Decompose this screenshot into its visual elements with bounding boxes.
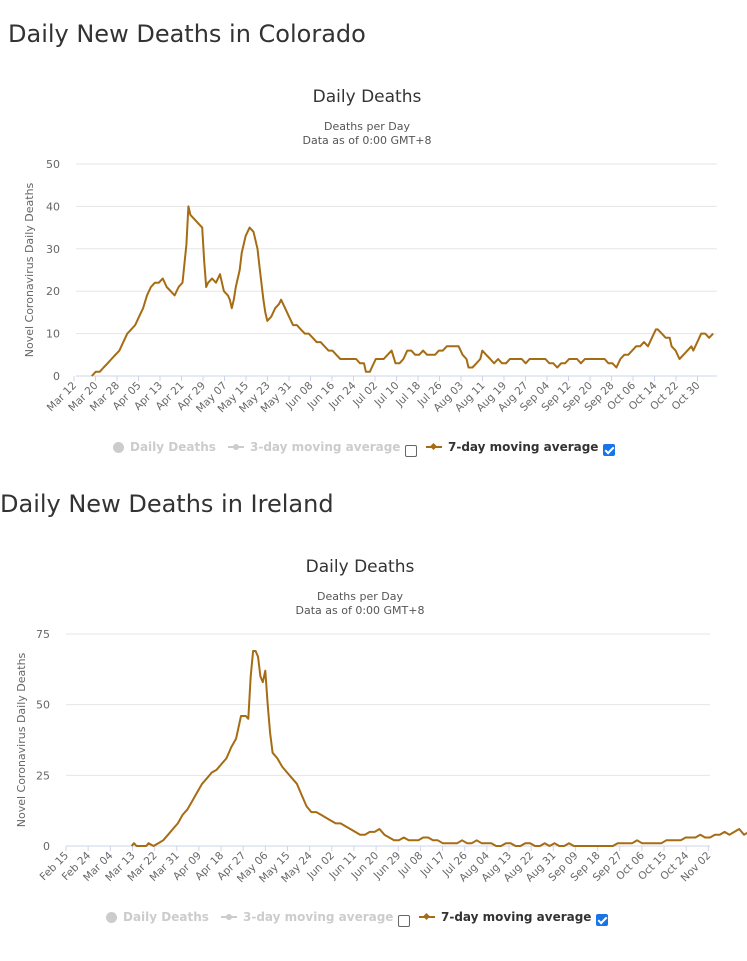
y-tick-label: 30 (46, 243, 60, 256)
y-tick-label: 50 (36, 699, 50, 712)
legend-item-3day-average[interactable]: 3-day moving average (221, 910, 393, 924)
legend-label: 7-day moving average (448, 440, 599, 454)
legend-label: Daily Deaths (123, 910, 209, 924)
legend-item-7day-average[interactable]: 7-day moving average (426, 440, 598, 454)
checkbox-3day-average[interactable] (398, 915, 410, 927)
chart-title: Daily Deaths (313, 87, 422, 107)
legend-label: 7-day moving average (441, 910, 592, 924)
legend-item-7day-average[interactable]: 7-day moving average (419, 910, 591, 924)
checkbox-7day-average[interactable] (596, 914, 608, 926)
chart-subtitle: Deaths per Day (324, 120, 410, 133)
y-tick-label: 0 (53, 370, 60, 383)
y-tick-label: 75 (36, 628, 50, 641)
y-tick-label: 25 (36, 769, 50, 782)
x-tick-label: Jul 17 (418, 850, 448, 880)
y-axis-label: Novel Coronavirus Daily Deaths (15, 652, 28, 827)
legend-item-daily-deaths[interactable]: Daily Deaths (106, 910, 209, 924)
line-marker-icon (426, 442, 442, 452)
chart-title: Daily Deaths (306, 557, 415, 577)
y-tick-label: 50 (46, 158, 60, 171)
x-tick-label: Jul 08 (396, 850, 426, 880)
circle-icon (113, 441, 124, 453)
legend-colorado: Daily Deaths 3-day moving average 7-day … (0, 440, 747, 460)
chart-subtitle: Deaths per Day (317, 590, 403, 603)
line-marker-icon (221, 912, 237, 922)
x-tick-label: Jul 18 (393, 380, 423, 410)
legend-ireland: Daily Deaths 3-day moving average 7-day … (0, 910, 747, 930)
circle-icon (106, 911, 117, 923)
legend-item-3day-average[interactable]: 3-day moving average (228, 440, 400, 454)
y-tick-label: 40 (46, 200, 60, 213)
y-axis-label: Novel Coronavirus Daily Deaths (23, 182, 36, 357)
legend-label: 3-day moving average (243, 910, 394, 924)
series-line-7day-average (130, 650, 747, 847)
checkbox-7day-average[interactable] (603, 444, 615, 456)
section-title-ireland: Daily New Deaths in Ireland (0, 490, 334, 518)
chart-subtitle: Data as of 0:00 GMT+8 (296, 604, 425, 617)
y-tick-label: 10 (46, 328, 60, 341)
chart-subtitle: Data as of 0:00 GMT+8 (303, 134, 432, 147)
line-marker-icon (228, 442, 244, 452)
series-line-7day-average (91, 205, 714, 377)
y-tick-label: 0 (43, 840, 50, 853)
y-tick-label: 20 (46, 285, 60, 298)
legend-item-daily-deaths[interactable]: Daily Deaths (113, 440, 216, 454)
legend-label: 3-day moving average (250, 440, 401, 454)
checkbox-3day-average[interactable] (405, 445, 417, 457)
legend-label: Daily Deaths (130, 440, 216, 454)
section-title-colorado: Daily New Deaths in Colorado (8, 20, 366, 48)
line-marker-icon (419, 912, 435, 922)
x-tick-label: Jul 10 (372, 380, 402, 410)
x-tick-label: Jul 02 (350, 380, 380, 410)
